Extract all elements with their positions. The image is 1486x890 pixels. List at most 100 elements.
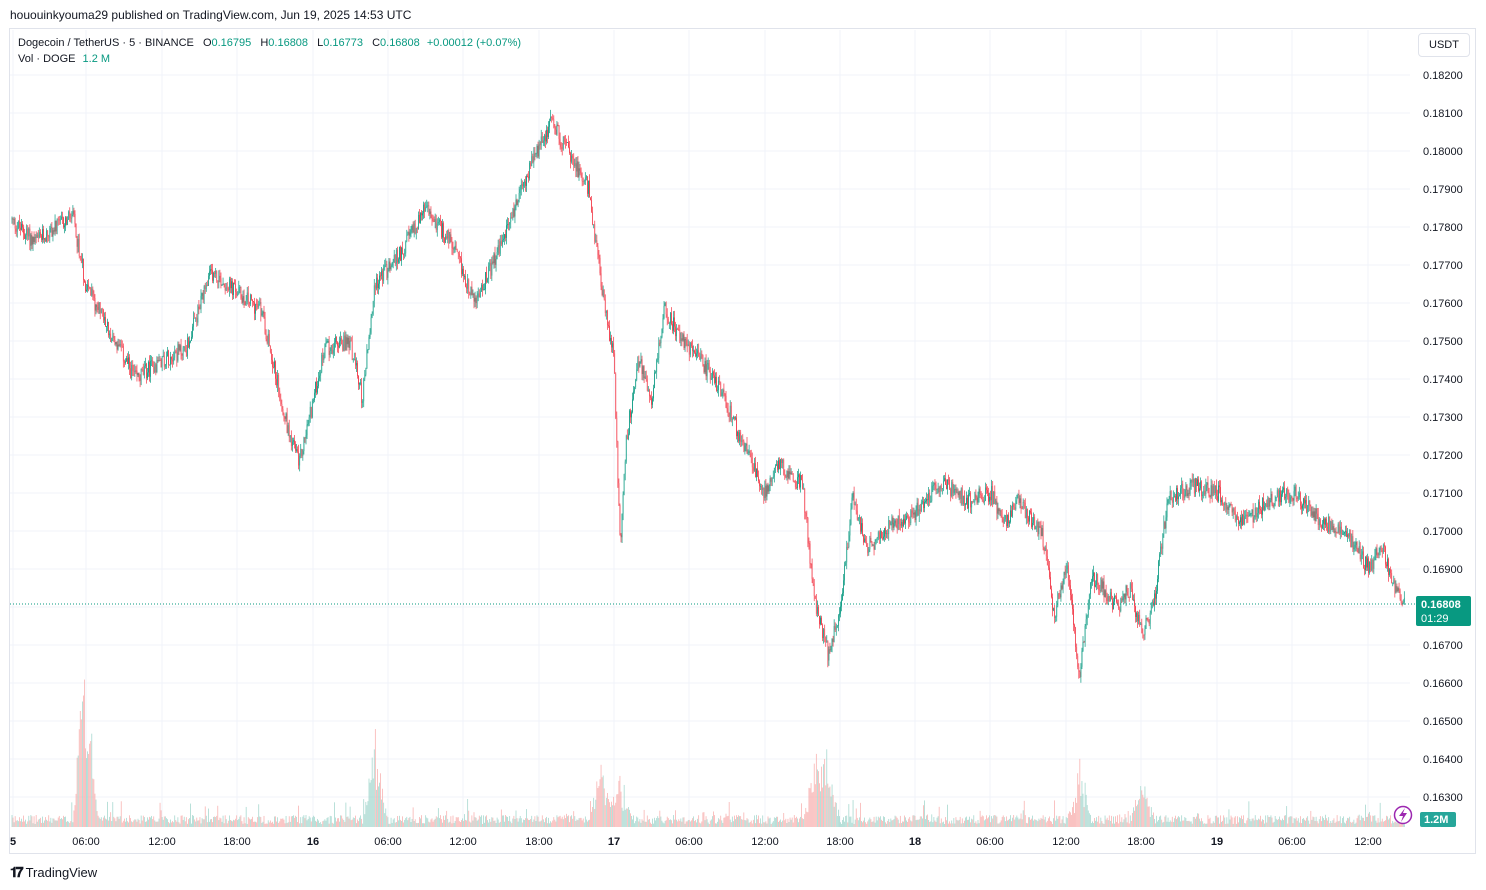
volume-label[interactable]: Vol · DOGE bbox=[18, 53, 76, 65]
volume-bar bbox=[894, 815, 896, 827]
candle-body bbox=[92, 288, 94, 294]
candle-body bbox=[749, 451, 751, 454]
candle-body bbox=[238, 287, 240, 295]
currency-button[interactable]: USDT bbox=[1418, 33, 1470, 57]
volume-bar bbox=[240, 815, 242, 827]
time-tick-label: 18:00 bbox=[826, 836, 854, 848]
candle-body bbox=[466, 286, 467, 289]
candle-body bbox=[57, 218, 59, 220]
candle-body bbox=[456, 249, 458, 252]
volume-bar bbox=[626, 808, 628, 827]
candle-body bbox=[656, 359, 658, 373]
candle-body bbox=[474, 297, 476, 302]
footer-brand[interactable]: 𝟏𝟕 TradingView bbox=[10, 864, 97, 881]
candle-body bbox=[752, 467, 754, 471]
symbol-title[interactable]: Dogecoin / TetherUS · 5 · BINANCE bbox=[18, 37, 194, 49]
volume-bar bbox=[327, 817, 329, 827]
candle-body bbox=[261, 313, 263, 316]
volume-bar bbox=[1318, 819, 1320, 827]
candle-body bbox=[782, 459, 784, 464]
volume-bar bbox=[671, 820, 672, 827]
volume-bar bbox=[494, 820, 496, 827]
candle-body bbox=[84, 280, 85, 283]
volume-bar bbox=[1310, 810, 1312, 827]
candle-body bbox=[1186, 485, 1188, 496]
volume-bar bbox=[575, 820, 577, 827]
candle-body bbox=[351, 341, 353, 360]
candle-body bbox=[163, 355, 165, 367]
volume-bar bbox=[775, 817, 776, 827]
candle-body bbox=[1359, 546, 1361, 560]
volume-bar bbox=[902, 821, 903, 827]
volume-bar bbox=[563, 815, 565, 827]
volume-bar bbox=[1148, 806, 1150, 827]
volume-bar bbox=[1377, 818, 1379, 827]
volume-bar bbox=[295, 815, 296, 827]
candle-body bbox=[479, 291, 481, 298]
volume-bar bbox=[307, 819, 309, 827]
candle-body bbox=[678, 329, 680, 331]
candle-body bbox=[388, 261, 390, 272]
candle-body bbox=[128, 357, 129, 364]
candle-body bbox=[1399, 590, 1401, 600]
candle-body bbox=[971, 501, 973, 508]
volume-bar bbox=[231, 820, 232, 827]
candle-body bbox=[65, 217, 66, 226]
candle-body bbox=[574, 163, 576, 167]
candle-body bbox=[1295, 486, 1297, 498]
candle-body bbox=[1382, 544, 1384, 553]
volume-bar bbox=[1382, 821, 1384, 827]
volume-bar bbox=[612, 805, 613, 827]
candle-body bbox=[1361, 551, 1363, 555]
volume-bar bbox=[682, 817, 684, 827]
volume-bar bbox=[1109, 820, 1111, 827]
volume-bar bbox=[415, 822, 417, 827]
volume-bar bbox=[1323, 818, 1324, 827]
volume-bar bbox=[880, 816, 881, 827]
volume-bar bbox=[1103, 823, 1105, 827]
volume-bar bbox=[1081, 781, 1083, 827]
volume-bar bbox=[759, 823, 760, 827]
candle-body bbox=[327, 341, 329, 342]
volume-bar bbox=[1150, 807, 1152, 827]
candle-body bbox=[51, 227, 53, 237]
candle-body bbox=[976, 497, 978, 503]
volume-bar bbox=[792, 822, 794, 827]
volume-bar bbox=[35, 815, 37, 827]
publisher-caption: hououinkyouma29 published on TradingView… bbox=[10, 8, 412, 22]
volume-bar bbox=[298, 805, 299, 827]
volume-bar bbox=[153, 816, 155, 827]
volume-bar bbox=[742, 819, 744, 827]
candle-body bbox=[1165, 517, 1167, 529]
volume-bar bbox=[1319, 816, 1321, 827]
candle-body bbox=[789, 471, 791, 475]
volume-bar bbox=[982, 816, 984, 827]
chart-frame[interactable] bbox=[9, 28, 1476, 854]
candle-body bbox=[397, 249, 398, 263]
candle-body bbox=[588, 180, 589, 194]
candle-body bbox=[754, 463, 755, 471]
candle-body bbox=[1238, 519, 1239, 524]
candle-body bbox=[384, 265, 386, 268]
flash-icon[interactable] bbox=[1393, 805, 1413, 825]
volume-bar bbox=[625, 808, 627, 827]
candle-body bbox=[1326, 518, 1327, 527]
candle-body bbox=[977, 497, 979, 503]
volume-bar bbox=[1093, 823, 1094, 827]
volume-bar bbox=[1072, 807, 1073, 827]
candle-body bbox=[529, 162, 530, 179]
candle-body bbox=[1178, 496, 1179, 500]
candle-body bbox=[185, 350, 187, 357]
volume-bar bbox=[1091, 823, 1092, 827]
volume-bar bbox=[387, 817, 389, 827]
candle-body bbox=[80, 256, 82, 263]
candle-body bbox=[916, 502, 918, 511]
volume-bar bbox=[1388, 819, 1389, 827]
candle-body bbox=[455, 245, 457, 250]
candle-body bbox=[162, 355, 164, 357]
candle-body bbox=[448, 230, 450, 243]
volume-bar bbox=[1006, 816, 1007, 827]
volume-bar bbox=[883, 816, 884, 827]
candle-body bbox=[1077, 656, 1079, 667]
